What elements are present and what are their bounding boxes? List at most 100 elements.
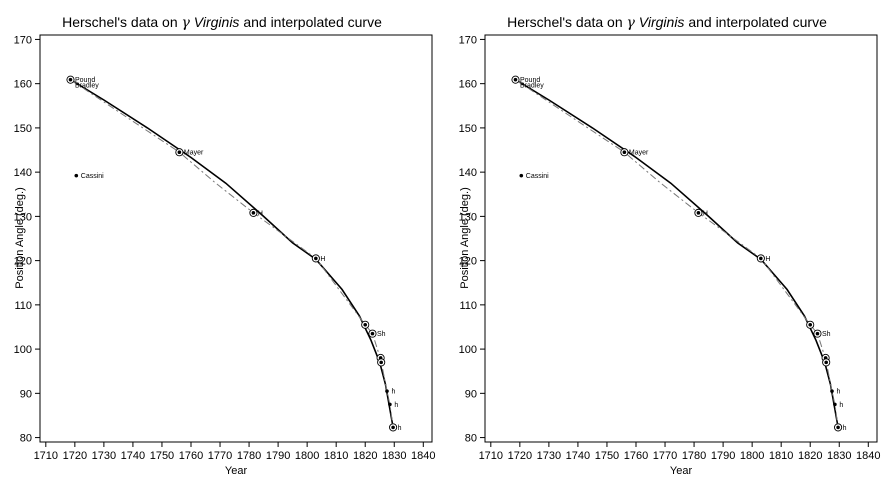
data-point [513,77,518,82]
x-tick-label: 1790 [711,450,735,462]
data-point [759,256,763,261]
x-tick-label: 1770 [653,450,677,462]
x-tick-label: 1780 [237,450,261,462]
y-tick-label: 170 [459,34,477,46]
point-label: Mayer [629,150,649,157]
x-tick-label: 1840 [856,450,880,462]
y-tick-label: 160 [459,79,477,91]
data-point [391,425,395,430]
y-tick-label: 120 [14,256,32,268]
chart-panel-right: Herschel's data on γ Virginis and interp… [445,0,890,490]
plot-area: 1710 1720 1730 1740 1750 1760 1770 1780 1790 1800… [14,34,436,462]
dashed-curve [70,79,394,428]
y-tick-label: 140 [14,167,32,179]
y-tick-label: 80 [465,433,477,445]
x-axis-label: Year [225,465,248,477]
x-tick-label: 1840 [411,450,435,462]
x-tick-label: 1830 [382,450,406,462]
data-point [815,331,820,336]
x-tick-label: 1820 [353,450,377,462]
y-tick-label: 170 [14,34,32,46]
data-point [388,402,392,407]
y-tick-label: 110 [459,300,477,312]
point-label: h [391,389,395,396]
data-point [74,173,79,178]
data-point [836,425,840,430]
y-tick-label: 130 [459,211,477,223]
data-point [363,322,368,327]
y-tick-label: 80 [20,433,32,445]
point-label: h [394,402,398,409]
x-tick-label: 1780 [682,450,706,462]
chart-svg-left: Herschel's data on γ Virginis and interp… [14,14,436,477]
point-label: Cassini [526,173,549,180]
y-tick-label: 130 [14,211,32,223]
x-tick-label: 1720 [508,450,532,462]
point-label: Bradley [520,83,544,90]
data-point [379,360,383,365]
x-tick-label: 1830 [827,450,851,462]
y-tick-label: 110 [14,300,32,312]
point-label: Mayer [184,150,204,157]
x-tick-label: 1730 [537,450,561,462]
point-label: Pound [75,77,95,84]
dashed-curve [515,79,839,428]
x-tick-label: 1710 [34,450,58,462]
data-point [314,256,318,261]
x-tick-label: 1770 [208,450,232,462]
x-tick-label: 1790 [266,450,290,462]
plot-frame [484,34,878,443]
point-label: h [398,425,402,432]
data-point [622,150,627,155]
x-tick-label: 1750 [150,450,174,462]
x-axis-label: Year [670,465,693,477]
point-label: Bradley [75,83,99,90]
interpolated-curve [70,79,394,428]
x-tick-label: 1800 [295,450,319,462]
point-label: Pound [520,77,540,84]
data-point [370,331,375,336]
point-label: H [320,256,325,263]
x-tick-label: 1800 [740,450,764,462]
x-tick-label: 1740 [121,450,145,462]
y-axis-label: Position Angle (deg.) [14,187,26,289]
y-tick-label: 160 [14,79,32,91]
x-tick-label: 1710 [479,450,503,462]
data-point [833,402,837,407]
data-point [808,322,813,327]
x-tick-label: 1760 [624,450,648,462]
x-tick-label: 1810 [769,450,793,462]
y-tick-label: 90 [20,388,32,400]
y-tick-label: 100 [459,344,477,356]
y-tick-label: 140 [459,167,477,179]
x-tick-label: 1730 [92,450,116,462]
x-tick-label: 1750 [595,450,619,462]
x-tick-label: 1740 [566,450,590,462]
plot-frame [39,34,433,443]
data-point [824,360,828,365]
chart-title: Herschel's data on γ Virginis and interp… [507,14,827,31]
data-point [251,211,256,215]
point-label: Sh [377,331,386,338]
point-label: h [836,389,840,396]
chart-svg-right: Herschel's data on γ Virginis and interp… [459,14,881,477]
y-tick-label: 150 [459,123,477,135]
chart-title: Herschel's data on γ Virginis and interp… [62,14,382,31]
data-point [519,173,524,178]
y-axis-label: Position Angle (deg.) [459,187,471,289]
y-tick-label: 100 [14,344,32,356]
data-point [696,211,701,215]
point-label: Sh [822,331,831,338]
y-tick-label: 90 [465,388,477,400]
point-label: H [703,210,708,217]
point-label: H [258,210,263,217]
point-label: Cassini [81,173,104,180]
y-tick-label: 150 [14,123,32,135]
chart-panel-left: Herschel's data on γ Virginis and interp… [14,14,436,477]
data-point [68,77,73,82]
x-tick-label: 1720 [63,450,87,462]
point-label: h [843,425,847,432]
data-point [177,150,182,155]
x-tick-label: 1810 [324,450,348,462]
y-tick-label: 120 [459,256,477,268]
